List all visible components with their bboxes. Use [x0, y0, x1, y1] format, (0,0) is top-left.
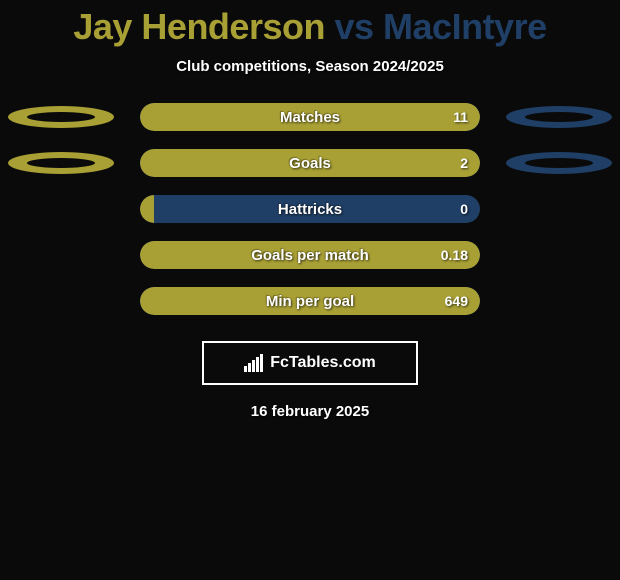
stat-value: 11 — [453, 109, 468, 125]
stat-bar: Matches 11 — [140, 103, 480, 131]
stat-bar: Hattricks 0 — [140, 195, 480, 223]
title-vs: vs — [334, 6, 373, 47]
stat-row: Matches 11 — [0, 103, 620, 131]
stat-row: Goals 2 — [0, 149, 620, 177]
subtitle: Club competitions, Season 2024/2025 — [176, 58, 444, 75]
stat-value: 2 — [460, 155, 468, 171]
branding-box[interactable]: FcTables.com — [202, 341, 418, 385]
stat-value: 0 — [460, 201, 468, 217]
bars-icon — [244, 354, 264, 372]
title-player2: MacIntyre — [383, 6, 547, 47]
right-ellipse — [504, 150, 614, 176]
stat-row: Goals per match 0.18 — [0, 241, 620, 269]
stat-bar: Goals per match 0.18 — [140, 241, 480, 269]
stat-row: Min per goal 649 — [0, 287, 620, 315]
right-ellipse — [504, 104, 614, 130]
page-title: Jay Henderson vs MacIntyre — [73, 6, 546, 48]
left-ellipse — [6, 150, 116, 176]
stat-bar: Min per goal 649 — [140, 287, 480, 315]
stat-label: Min per goal — [266, 293, 354, 310]
left-ellipse — [6, 104, 116, 130]
stat-row: Hattricks 0 — [0, 195, 620, 223]
stat-label: Goals per match — [251, 247, 369, 264]
stat-label: Matches — [280, 109, 340, 126]
main-container: Jay Henderson vs MacIntyre Club competit… — [0, 0, 620, 580]
stat-value: 0.18 — [441, 247, 468, 263]
comparison-chart: Matches 11 Goals 2 Hattricks 0 Goals per match… — [0, 103, 620, 333]
stat-bar: Goals 2 — [140, 149, 480, 177]
title-player1: Jay Henderson — [73, 6, 325, 47]
stat-bar-fill — [140, 195, 154, 223]
footer-date: 16 february 2025 — [251, 403, 369, 420]
stat-label: Hattricks — [278, 201, 342, 218]
stat-label: Goals — [289, 155, 331, 172]
branding-text: FcTables.com — [270, 354, 376, 372]
stat-value: 649 — [445, 293, 468, 309]
